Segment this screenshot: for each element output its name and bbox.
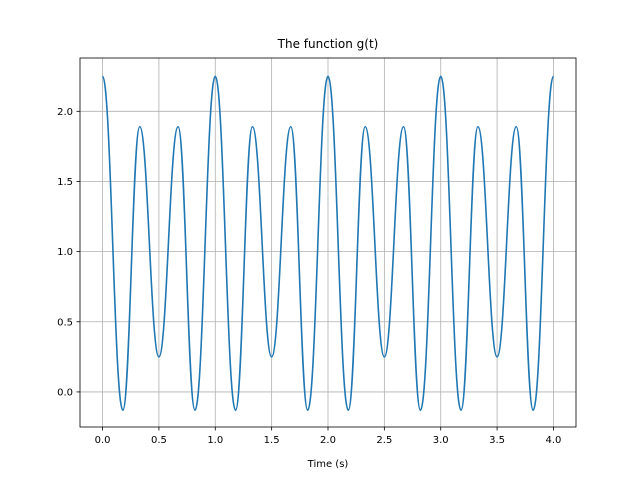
x-tick-label: 2.0 xyxy=(320,435,336,446)
y-tick-label: 1.5 xyxy=(57,177,73,188)
y-tick-label: 1.0 xyxy=(57,247,73,258)
series-line xyxy=(101,75,555,411)
x-tick-label: 4.0 xyxy=(546,435,562,446)
y-tick-label: 0.0 xyxy=(57,387,73,398)
y-axis: 0.0 0.5 1.0 1.5 2.0 xyxy=(57,107,80,398)
x-tick-label: 3.5 xyxy=(489,435,505,446)
y-tick-label: 0.5 xyxy=(57,317,73,328)
x-tick-label: 1.0 xyxy=(207,435,223,446)
x-axis-label: Time (s) xyxy=(307,459,349,470)
x-tick-label: 3.0 xyxy=(433,435,449,446)
x-tick-label: 2.5 xyxy=(376,435,392,446)
grid xyxy=(80,58,576,427)
x-tick-label: 0.0 xyxy=(95,435,111,446)
series-layer xyxy=(101,75,555,411)
x-tick-label: 1.5 xyxy=(264,435,280,446)
chart-title: The function g(t) xyxy=(277,37,379,51)
x-tick-label: 0.5 xyxy=(151,435,167,446)
y-tick-label: 2.0 xyxy=(57,107,73,118)
x-axis: 0.0 0.5 1.0 1.5 2.0 2.5 3.0 3.5 4.0 xyxy=(95,427,562,446)
